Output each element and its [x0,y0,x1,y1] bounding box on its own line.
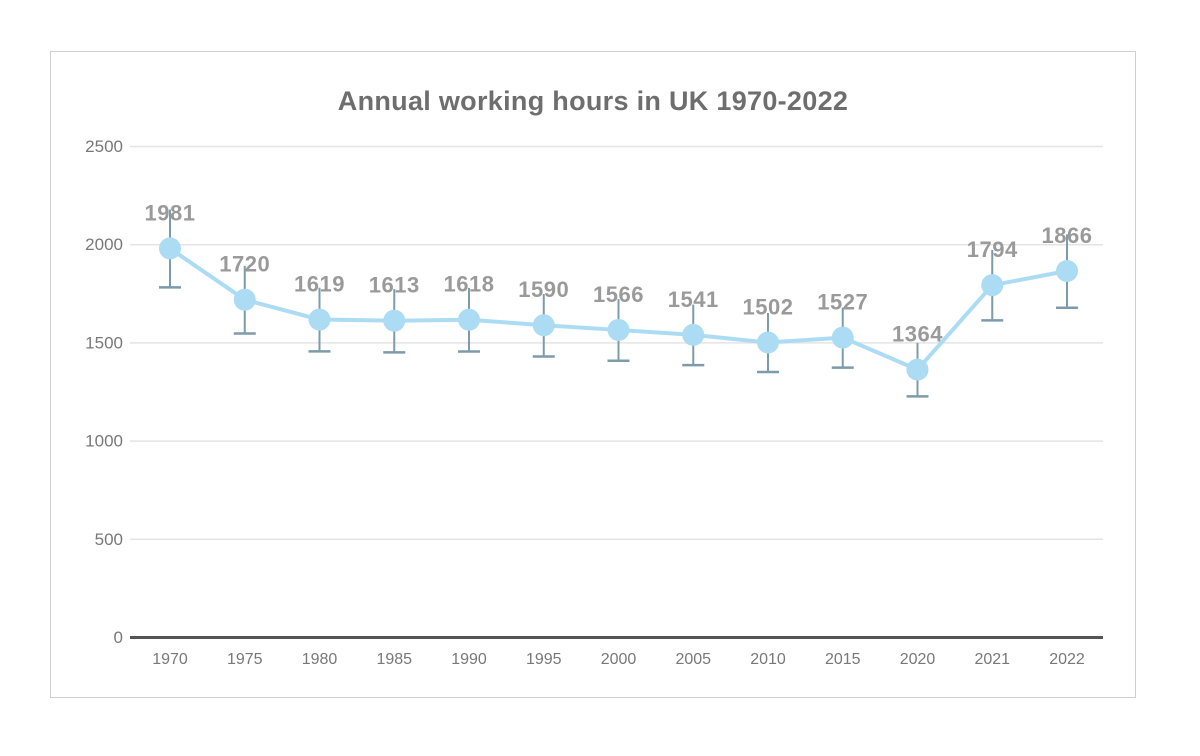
chart-title: Annual working hours in UK 1970-2022 [337,86,849,116]
data-label-2000: 1566 [593,282,644,307]
x-tick-label-2021: 2021 [974,651,1010,668]
data-label-2015: 1527 [817,290,868,315]
x-tick-label-1995: 1995 [526,651,562,668]
y-tick-label-2000: 2000 [85,235,123,254]
data-label-2010: 1502 [743,295,794,320]
y-tick-label-0: 0 [114,628,123,647]
data-label-2021: 1794 [967,237,1018,262]
y-tick-label-1500: 1500 [85,333,123,352]
data-label-1980: 1619 [294,272,345,297]
line-chart: 0 500 1000 1500 2000 2500 1970 1975 1980 1985 1990… [85,137,1103,668]
data-point-1975 [233,288,256,311]
data-label-1995: 1590 [518,277,569,302]
x-tick-label-2015: 2015 [825,651,861,668]
x-tick-label-1980: 1980 [302,651,338,668]
data-point-2005 [682,323,705,346]
data-point-1970 [159,237,181,260]
y-tick-label-500: 500 [95,530,123,549]
data-label-2005: 1541 [668,287,719,312]
data-point-2010 [757,331,779,354]
data-point-2021 [981,274,1004,297]
data-label-1975: 1720 [219,252,270,277]
data-point-2015 [831,326,854,349]
data-point-1995 [532,314,555,337]
data-point-2020 [906,358,929,381]
x-tick-label-1990: 1990 [451,651,487,668]
x-tick-label-2022: 2022 [1049,651,1085,668]
x-tick-label-2010: 2010 [750,651,786,668]
data-point-1980 [308,308,331,331]
y-tick-label-1000: 1000 [85,432,123,451]
y-tick-label-2500: 2500 [85,137,123,156]
data-point-2000 [607,318,630,341]
x-tick-label-2000: 2000 [601,651,637,668]
data-label-2022: 1866 [1042,223,1093,248]
x-tick-label-2020: 2020 [900,651,936,668]
data-label-2020: 1364 [892,322,943,347]
x-tick-label-1975: 1975 [227,651,263,668]
x-tick-label-1970: 1970 [152,651,188,668]
chart-card: Annual working hours in UK 1970-2022 0 50… [50,51,1136,698]
data-label-1985: 1613 [369,273,420,298]
x-tick-label-2005: 2005 [675,651,711,668]
data-point-2022 [1056,260,1078,283]
data-point-1985 [383,309,406,332]
data-point-1990 [458,308,480,331]
x-tick-label-1985: 1985 [376,651,412,668]
data-label-1970: 1981 [145,200,196,225]
data-label-1990: 1618 [444,272,495,297]
